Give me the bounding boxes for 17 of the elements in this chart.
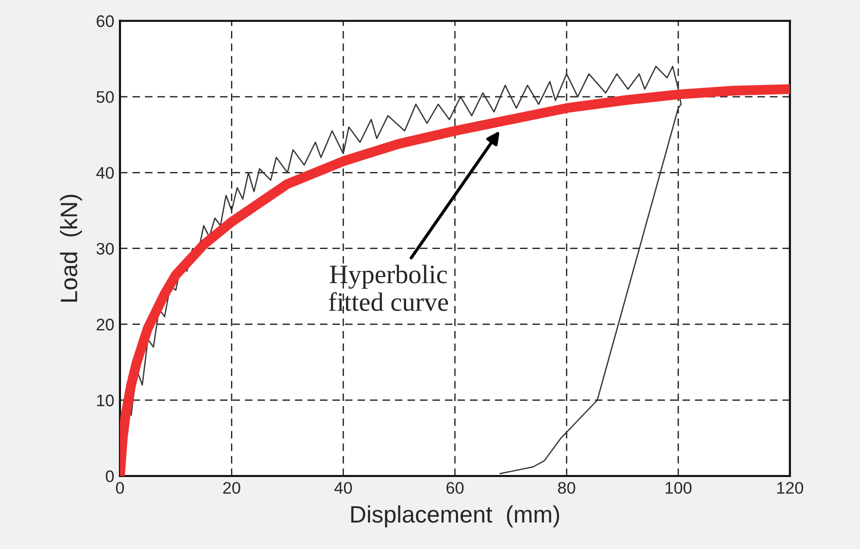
y-tick-label: 30: [96, 242, 114, 255]
y-axis-title: Load (kN): [60, 194, 82, 302]
y-tick-label: 20: [96, 318, 114, 330]
x-tick-label: 60: [446, 482, 464, 494]
x-tick-label: 120: [777, 482, 804, 494]
y-tick-label: 60: [96, 15, 114, 28]
x-tick-label: 40: [334, 482, 352, 494]
x-tick-label: 80: [558, 482, 576, 494]
y-tick-label: 0: [106, 470, 114, 482]
x-tick-label: 0: [116, 482, 124, 494]
x-tick-label: 20: [223, 482, 240, 494]
y-tick-label: 50: [96, 91, 114, 103]
x-axis-title: Displacement (mm): [351, 505, 560, 528]
x-tick-label: 100: [666, 482, 692, 494]
annotation: Hyperbolic fitted curve: [328, 264, 448, 312]
y-tick-label: 40: [96, 166, 114, 179]
y-tick-label: 10: [97, 394, 114, 406]
